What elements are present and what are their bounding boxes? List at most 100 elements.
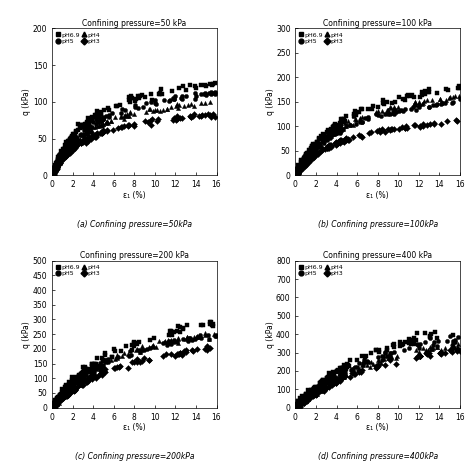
Point [305,150,312,157]
Point [312,384,319,392]
Point [311,388,319,396]
Point [330,122,338,130]
Point [293,404,301,411]
Point [117,109,124,117]
Point [329,129,337,137]
Point [333,139,340,147]
Point [309,392,316,399]
Point [114,354,122,361]
Point [68,381,76,388]
Point [62,387,70,394]
Point [146,105,154,112]
Point [172,116,180,123]
Point [319,383,326,391]
Point [59,155,66,163]
Point [294,169,301,176]
Point [298,398,305,406]
Point [97,363,104,370]
Point [325,141,333,149]
Point [301,160,309,167]
Point [52,163,59,171]
Point [69,144,76,152]
Point [301,157,309,165]
Point [153,106,161,114]
Point [310,390,318,397]
Point [293,168,301,176]
Point [97,361,104,368]
Point [140,103,147,110]
Point [369,102,377,110]
Point [58,391,65,398]
Point [392,109,400,116]
Point [52,166,59,173]
Point [69,382,77,389]
Point [67,385,74,392]
Point [303,155,310,162]
Point [51,166,59,173]
Point [55,157,62,165]
Point [64,384,72,392]
Point [210,80,217,88]
Point [99,371,106,379]
Point [73,135,81,143]
Point [454,345,462,353]
Point [49,172,57,179]
Point [57,391,64,399]
Point [300,157,307,165]
Point [330,379,337,386]
Point [295,399,303,406]
Point [375,348,383,356]
Point [339,118,347,126]
Point [63,389,71,396]
Point [388,125,395,133]
Point [362,358,370,366]
Point [372,108,380,116]
Point [292,404,300,411]
Point [331,375,339,383]
Point [89,116,96,124]
Point [411,98,419,106]
Point [367,349,374,357]
Point [338,374,346,382]
Point [297,399,305,406]
Point [311,387,319,395]
Point [416,353,424,360]
Point [451,336,458,344]
Point [456,347,463,355]
Point [96,129,103,137]
Point [295,402,302,410]
Point [67,138,74,146]
Point [121,111,129,119]
Point [63,389,70,396]
Point [63,388,71,395]
Point [50,169,58,176]
Point [66,389,73,397]
Point [322,135,330,142]
Point [301,395,309,402]
Point [131,97,139,105]
Point [294,169,301,176]
Point [295,164,302,172]
Point [69,385,77,392]
Point [451,338,458,346]
Point [68,136,75,144]
Point [173,328,181,335]
Point [305,152,312,160]
Point [58,151,66,159]
Legend: pH6.9, pH5, pH4, pH3: pH6.9, pH5, pH4, pH3 [299,32,344,45]
Point [53,401,61,409]
Point [330,129,337,137]
Point [387,352,394,360]
Point [171,92,178,100]
Point [50,400,58,407]
Point [55,158,63,165]
Point [365,129,373,137]
Point [177,94,185,102]
Point [61,388,68,396]
Point [294,403,302,410]
Point [93,117,100,124]
Point [295,403,302,410]
Point [79,131,87,139]
Point [59,391,67,399]
Point [66,383,73,391]
